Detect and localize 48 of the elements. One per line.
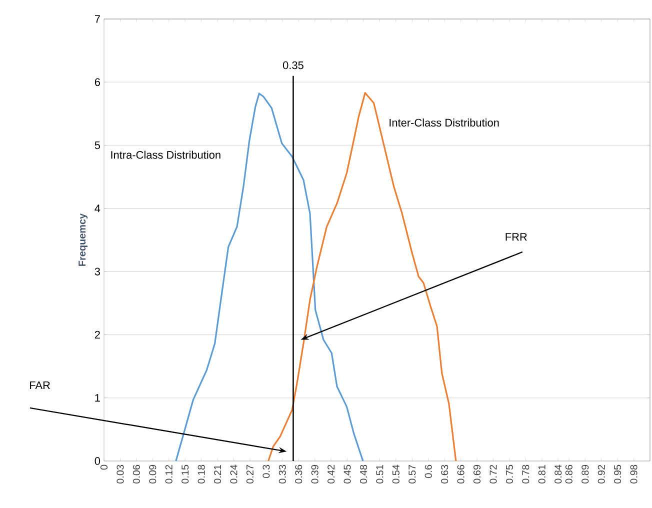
y-axis-title: Frequemcy [78,213,88,266]
x-tick-label: 0.84 [554,464,562,484]
y-tick-label: 7 [94,15,100,23]
x-tick-label: 0.69 [473,464,481,484]
x-tick-label: 0.06 [132,464,140,484]
x-tick-label: 0.48 [360,464,368,484]
x-tick-label: 0.09 [149,464,156,484]
text: FAR [30,381,50,389]
x-tick-label: 0.18 [198,464,205,484]
x-tick-label: 0.27 [246,465,254,484]
y-tick-label: 3 [94,268,100,276]
x-tick-label: 0.3 [262,464,270,478]
x-tick-label: 0.81 [538,464,546,484]
x-tick-label: 0.86 [565,464,572,484]
annotation: FRR [506,233,527,241]
x-tick-label: 0.42 [328,465,335,484]
x-tick-label: 0.6 [424,464,432,478]
x-tick-label: 0.45 [344,464,351,484]
y-tick-label: 4 [94,204,100,212]
x-tick-label: 0.21 [214,464,222,484]
x-tick-label: 0.75 [506,464,513,484]
y-tick-label: 0 [94,457,100,465]
text: Intra-Class Distribution [111,150,220,159]
x-tick-label: 0.15 [182,464,189,484]
x-tick-label: 0.36 [295,464,302,484]
x-tick-label: 0.66 [457,464,464,484]
x-tick-label: 0.33 [278,464,286,484]
series-label: Inter-Class Distribution [390,118,499,127]
x-tick-label: 0.63 [441,464,448,484]
y-tick-label: 6 [94,78,100,86]
x-tick-label: 0.72 [490,465,497,484]
x-tick-label: 0.57 [408,465,416,484]
x-tick-label: 0.54 [392,464,400,484]
y-tick-label: 5 [94,141,100,150]
y-tick-label: 2 [94,330,100,339]
x-tick-label: 0.39 [311,464,318,484]
x-tick-label: 0.03 [116,464,124,484]
x-tick-label: 0.24 [230,464,238,484]
x-tick-label: 0.89 [582,464,589,484]
y-tick-label: 1 [95,394,100,402]
x-tick-label: 0 [100,464,108,470]
x-tick-label: 0.51 [376,464,384,484]
x-tick-label: 0.92 [598,465,605,484]
x-tick-label: 0.98 [630,464,638,484]
ref-line-label: 0.35 [282,61,304,70]
x-tick-label: 0.78 [522,464,530,484]
x-tick-label: 0.95 [614,464,622,484]
x-tick-label: 0.12 [165,465,172,484]
